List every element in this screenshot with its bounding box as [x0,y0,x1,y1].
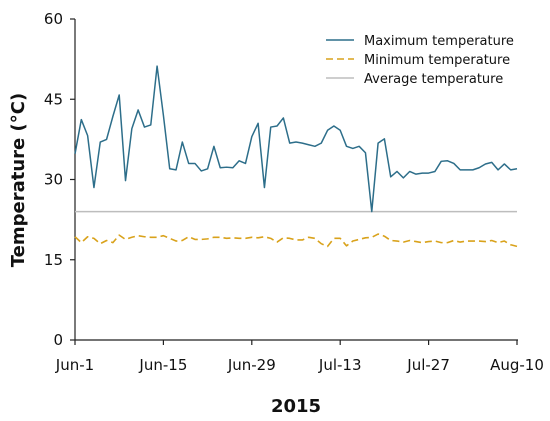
x-tick-label: Jul-27 [406,356,450,374]
legend-label-maximum: Maximum temperature [364,34,514,49]
y-tick-label: 15 [44,251,63,269]
legend: Maximum temperature Minimum temperature Av… [326,34,514,87]
x-axis-title: 2015 [271,396,321,417]
plot-area: 0 15 30 45 60 Jun-1 Jun-15 Jun-29 Jul-13 Jul-27 Au… [44,10,544,374]
series-line-maximum [74,65,518,213]
x-tick-label: Jun-1 [55,356,94,374]
x-tick-label: Jul-13 [318,356,362,374]
y-axis-title: Temperature (°C) [8,93,29,267]
legend-label-average: Average temperature [364,72,503,87]
y-tick-label: 30 [44,171,63,189]
series-line-minimum [74,233,518,248]
legend-label-minimum: Minimum temperature [364,53,510,68]
x-tick-label: Jun-29 [227,356,276,374]
x-tick-label: Jun-15 [138,356,187,374]
x-tick-label: Aug-10 [490,356,544,374]
y-tick-label: 45 [44,90,63,108]
y-tick-label: 0 [53,331,63,349]
y-tick-label: 60 [44,10,63,28]
